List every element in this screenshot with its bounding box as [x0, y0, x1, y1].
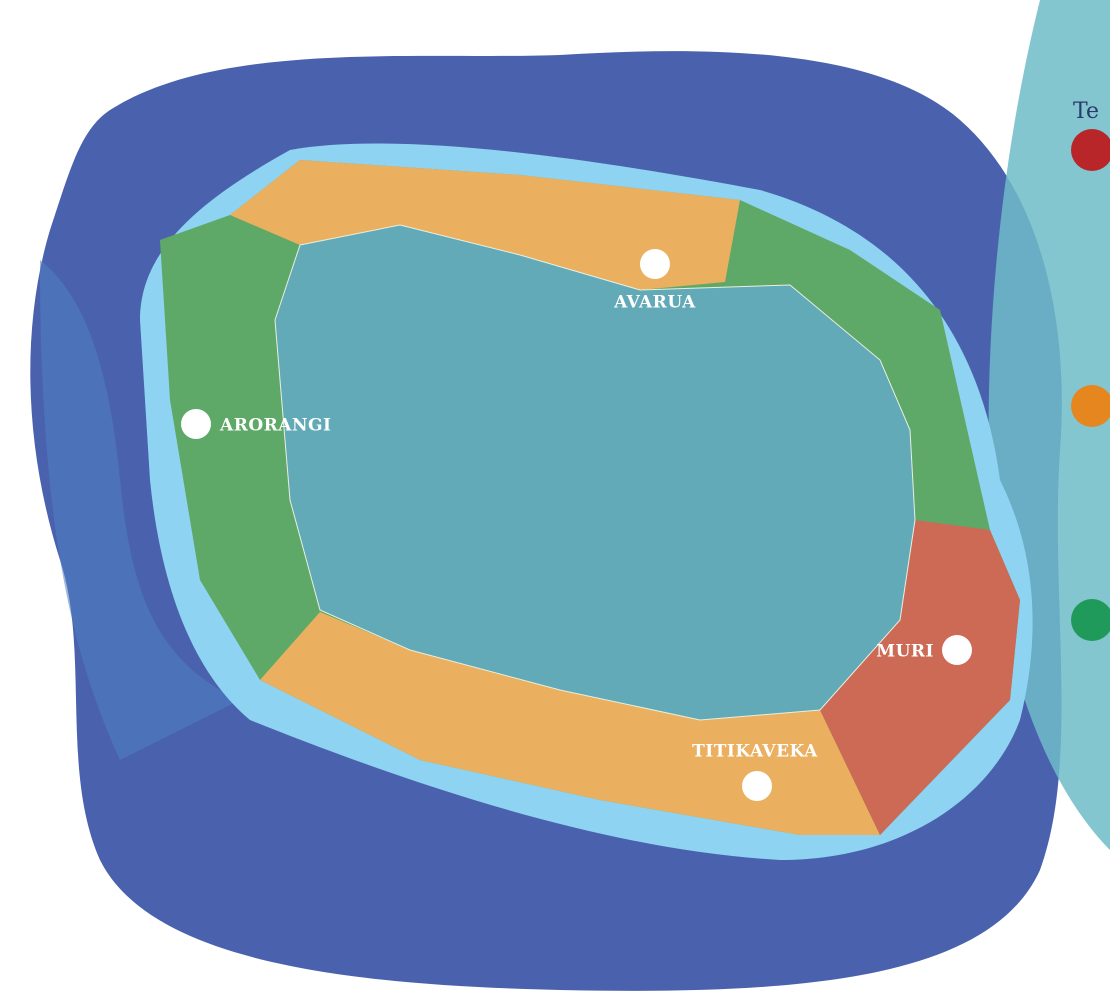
legend-swatch — [1071, 599, 1110, 641]
place-label: MURI — [876, 642, 934, 662]
place-label: ARORANGI — [219, 416, 331, 436]
legend-title: Te — [1073, 99, 1099, 124]
lagoon — [274, 224, 916, 721]
place-dot — [181, 409, 211, 439]
island-red — [820, 520, 1020, 835]
legend-swatch — [1071, 129, 1110, 171]
ocean-shade — [40, 260, 240, 760]
legend-swatch — [1071, 385, 1110, 427]
island-orange-north — [230, 160, 740, 290]
island-orange-south — [260, 612, 880, 835]
place-label: TITIKAVEKA — [692, 742, 818, 762]
place-dot — [742, 771, 772, 801]
place-label: AVARUA — [613, 293, 696, 313]
place-dot — [942, 635, 972, 665]
place-dot — [640, 249, 670, 279]
